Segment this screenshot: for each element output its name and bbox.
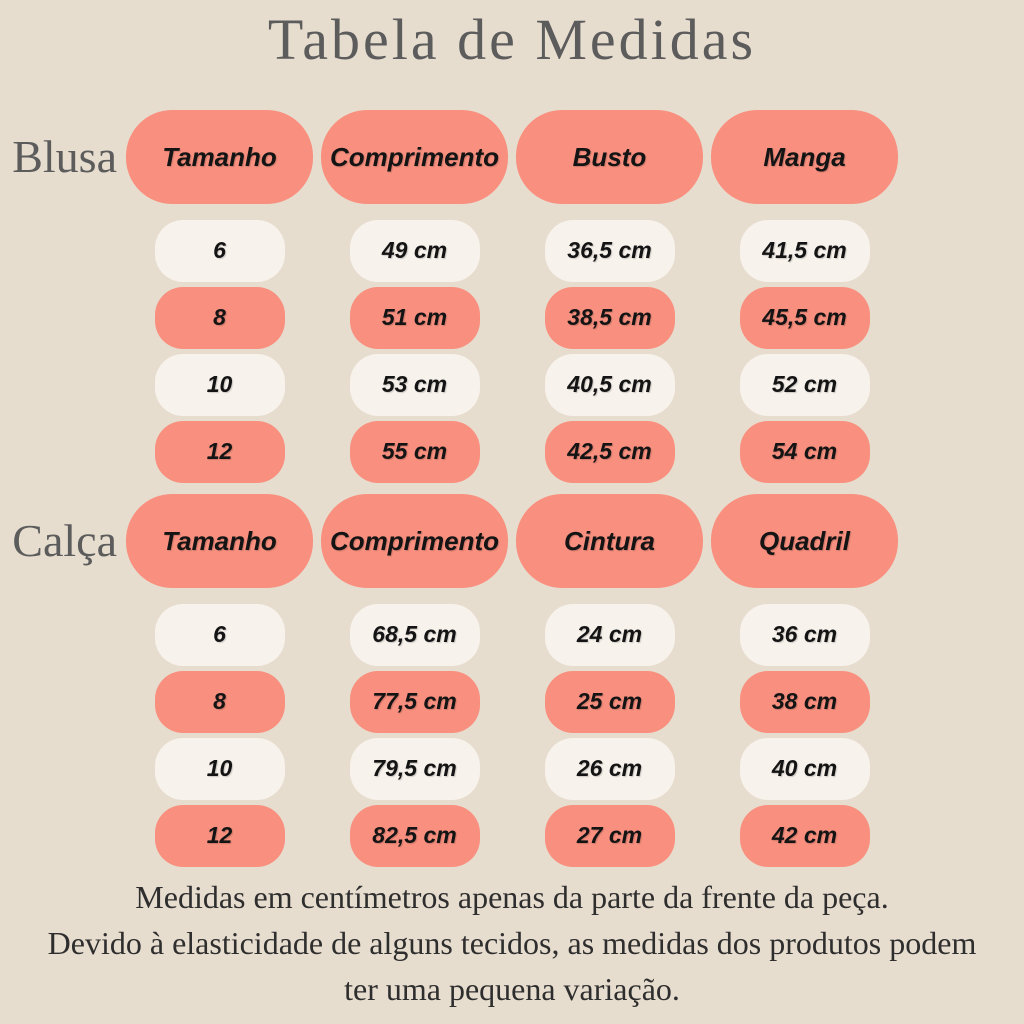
header-pill-tamanho: Tamanho — [126, 494, 313, 588]
section-calca: Calça Tamanho Comprimento Cintura Quadri… — [0, 494, 1024, 869]
footer-line-1: Medidas em centímetros apenas da parte d… — [135, 879, 889, 915]
cell-pill: 52 cm — [739, 353, 870, 416]
table-row: 6 49 cm 36,5 cm 41,5 cm — [0, 217, 1024, 284]
cell-pill: 24 cm — [544, 603, 675, 666]
cell-pill: 6 — [154, 603, 285, 666]
cell-pill: 38,5 cm — [544, 286, 675, 349]
section-blusa: Blusa Tamanho Comprimento Busto Manga 6 … — [0, 110, 1024, 485]
cell-pill: 10 — [154, 353, 285, 416]
footer-line-3: ter uma pequena variação. — [344, 971, 680, 1007]
cell-pill: 26 cm — [544, 737, 675, 800]
header-pill-manga: Manga — [711, 110, 898, 204]
table-row: 8 77,5 cm 25 cm 38 cm — [0, 668, 1024, 735]
header-pill-busto: Busto — [516, 110, 703, 204]
table-row: 6 68,5 cm 24 cm 36 cm — [0, 601, 1024, 668]
cell-pill: 8 — [154, 286, 285, 349]
footer-line-2: Devido à elasticidade de alguns tecidos,… — [47, 925, 977, 961]
cell-pill: 82,5 cm — [349, 804, 480, 867]
section-label-calca: Calça — [12, 515, 117, 566]
cell-pill: 6 — [154, 219, 285, 282]
cell-pill: 40 cm — [739, 737, 870, 800]
cell-pill: 36 cm — [739, 603, 870, 666]
cell-pill: 42,5 cm — [544, 420, 675, 483]
header-pill-cintura: Cintura — [516, 494, 703, 588]
cell-pill: 51 cm — [349, 286, 480, 349]
blusa-header-row: Blusa Tamanho Comprimento Busto Manga — [0, 110, 1024, 204]
cell-pill: 25 cm — [544, 670, 675, 733]
cell-pill: 42 cm — [739, 804, 870, 867]
cell-pill: 45,5 cm — [739, 286, 870, 349]
cell-pill: 68,5 cm — [349, 603, 480, 666]
header-pill-comprimento: Comprimento — [321, 494, 508, 588]
cell-pill: 41,5 cm — [739, 219, 870, 282]
cell-pill: 54 cm — [739, 420, 870, 483]
cell-pill: 12 — [154, 420, 285, 483]
cell-pill: 38 cm — [739, 670, 870, 733]
header-pill-comprimento: Comprimento — [321, 110, 508, 204]
header-pill-quadril: Quadril — [711, 494, 898, 588]
cell-pill: 55 cm — [349, 420, 480, 483]
cell-pill: 53 cm — [349, 353, 480, 416]
cell-pill: 49 cm — [349, 219, 480, 282]
cell-pill: 8 — [154, 670, 285, 733]
page-title: Tabela de Medidas — [267, 7, 757, 72]
tables-container: Blusa Tamanho Comprimento Busto Manga 6 … — [0, 110, 1024, 869]
table-row: 10 53 cm 40,5 cm 52 cm — [0, 351, 1024, 418]
section-label-blusa: Blusa — [12, 131, 117, 182]
footer-note: Medidas em centímetros apenas da parte d… — [0, 874, 1024, 1012]
table-row: 12 82,5 cm 27 cm 42 cm — [0, 802, 1024, 869]
cell-pill: 79,5 cm — [349, 737, 480, 800]
cell-pill: 36,5 cm — [544, 219, 675, 282]
calca-header-row: Calça Tamanho Comprimento Cintura Quadri… — [0, 494, 1024, 588]
table-row: 12 55 cm 42,5 cm 54 cm — [0, 418, 1024, 485]
header-pill-tamanho: Tamanho — [126, 110, 313, 204]
cell-pill: 10 — [154, 737, 285, 800]
cell-pill: 27 cm — [544, 804, 675, 867]
cell-pill: 12 — [154, 804, 285, 867]
cell-pill: 40,5 cm — [544, 353, 675, 416]
cell-pill: 77,5 cm — [349, 670, 480, 733]
table-row: 10 79,5 cm 26 cm 40 cm — [0, 735, 1024, 802]
table-row: 8 51 cm 38,5 cm 45,5 cm — [0, 284, 1024, 351]
